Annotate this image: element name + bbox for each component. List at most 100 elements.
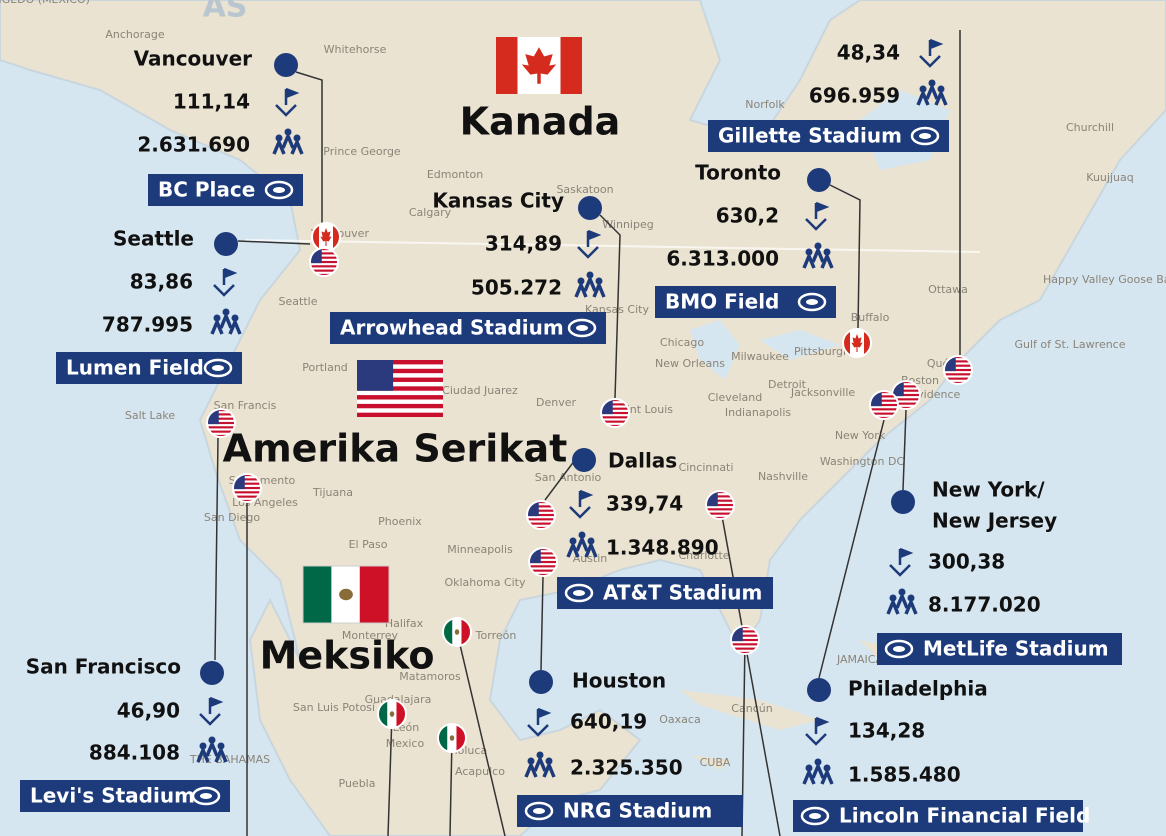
map-label: Torreón — [475, 629, 517, 642]
area: 48,34 — [837, 41, 900, 65]
stadium-name: Lumen Field — [66, 356, 204, 380]
population-icon — [281, 131, 295, 149]
population-icon — [574, 280, 588, 298]
area-icon — [569, 506, 591, 519]
flag-marker — [377, 699, 407, 729]
map-label: Norfolk — [745, 98, 785, 111]
connector — [544, 459, 576, 501]
map-label: Cincinnati — [679, 461, 734, 474]
flag-marker — [943, 355, 973, 385]
map-label: Anchorage — [105, 28, 164, 41]
map-label: Churchill — [1066, 121, 1114, 134]
population-icon — [542, 760, 556, 778]
stadium-icon — [809, 813, 821, 819]
map-label: San Diego — [204, 511, 260, 524]
population-icon — [205, 739, 219, 757]
population-icon — [219, 311, 233, 329]
map-label: Washington DC — [820, 455, 905, 468]
stadium-icon — [893, 646, 905, 652]
stadium-icon — [264, 180, 294, 200]
population-icon — [820, 251, 834, 269]
area-icon — [919, 55, 941, 68]
lakes — [690, 90, 950, 380]
stadium-icon — [524, 801, 554, 821]
map-label: Cancún — [731, 702, 772, 715]
area-icon — [814, 201, 830, 219]
map-label: Guadalajara — [365, 693, 432, 706]
population-icon — [895, 591, 909, 609]
area: 111,14 — [173, 90, 250, 114]
stadium-name: Gillette Stadium — [718, 124, 902, 148]
stadium-icon — [573, 590, 585, 596]
flag-marker — [526, 500, 556, 530]
city-dot — [274, 53, 298, 77]
stadium-icon — [191, 786, 221, 806]
map-label: Whitehorse — [324, 43, 387, 56]
population: 8.177.020 — [928, 593, 1041, 617]
map-label: Minneapolis — [447, 543, 513, 556]
flag-usa — [357, 360, 443, 417]
area-icon — [814, 716, 830, 734]
connector — [902, 409, 907, 491]
population-icon — [290, 137, 304, 155]
city-dot — [807, 168, 831, 192]
city-dot — [200, 661, 224, 685]
population-icon — [575, 534, 589, 552]
population-icon — [214, 745, 228, 763]
city-name: Vancouver — [134, 47, 253, 71]
population-icon — [592, 280, 606, 298]
map-label: Ottawa — [928, 283, 968, 296]
top-label: AS — [203, 0, 248, 25]
map-label: THE BAHAMAS — [189, 753, 270, 766]
population: 884.108 — [89, 741, 180, 765]
connector — [540, 576, 544, 671]
area: 134,28 — [848, 719, 925, 743]
map-label: Charlotte — [678, 549, 729, 562]
connector — [599, 214, 621, 399]
flag-canada — [496, 37, 582, 94]
stadium-icon — [576, 325, 588, 331]
map-label: Kuujjuaq — [1086, 171, 1133, 184]
flag-marker — [730, 625, 760, 655]
map-label: Milwaukee — [731, 350, 789, 363]
map-label: Acapulco — [455, 765, 505, 778]
stadium-icon — [212, 365, 224, 371]
population-icon — [583, 274, 597, 292]
stadium-icon — [273, 187, 285, 193]
map-label: CUBA — [700, 756, 731, 769]
population: 2.325.350 — [570, 756, 683, 780]
city-dot — [807, 678, 831, 702]
city-dot — [578, 196, 602, 220]
stadium-box — [20, 780, 230, 812]
map-label: Matamoros — [399, 670, 461, 683]
map-label: New York — [835, 429, 886, 442]
map-label: San Luis Potosí — [293, 701, 376, 714]
flag-marker — [232, 473, 262, 503]
map-label: Chicago — [660, 336, 704, 349]
map-label: Saskatoon — [556, 183, 613, 196]
flag-marker — [705, 490, 735, 520]
map-label: Puebla — [339, 777, 376, 790]
area-icon — [898, 547, 914, 565]
city-dot — [891, 490, 915, 514]
flag-marker — [869, 390, 899, 420]
map-label: New Orleans — [655, 357, 725, 370]
flag-marker — [528, 547, 558, 577]
area-icon — [275, 104, 297, 117]
population-icon — [886, 597, 900, 615]
flag-mexico — [302, 565, 390, 624]
area-icon — [805, 733, 827, 746]
city-dot — [214, 232, 238, 256]
stadium-icon — [806, 299, 818, 305]
stadium-box — [56, 352, 242, 384]
map-label: Cleveland — [708, 391, 763, 404]
stadium-icon — [200, 793, 212, 799]
area-icon — [527, 724, 549, 737]
country-label: Kanada — [460, 100, 621, 144]
map-label: Halifax — [385, 617, 424, 630]
map-label: Denver — [536, 396, 576, 409]
flag-marker — [437, 723, 467, 753]
city-dot — [572, 448, 596, 472]
area: 314,89 — [485, 232, 562, 256]
